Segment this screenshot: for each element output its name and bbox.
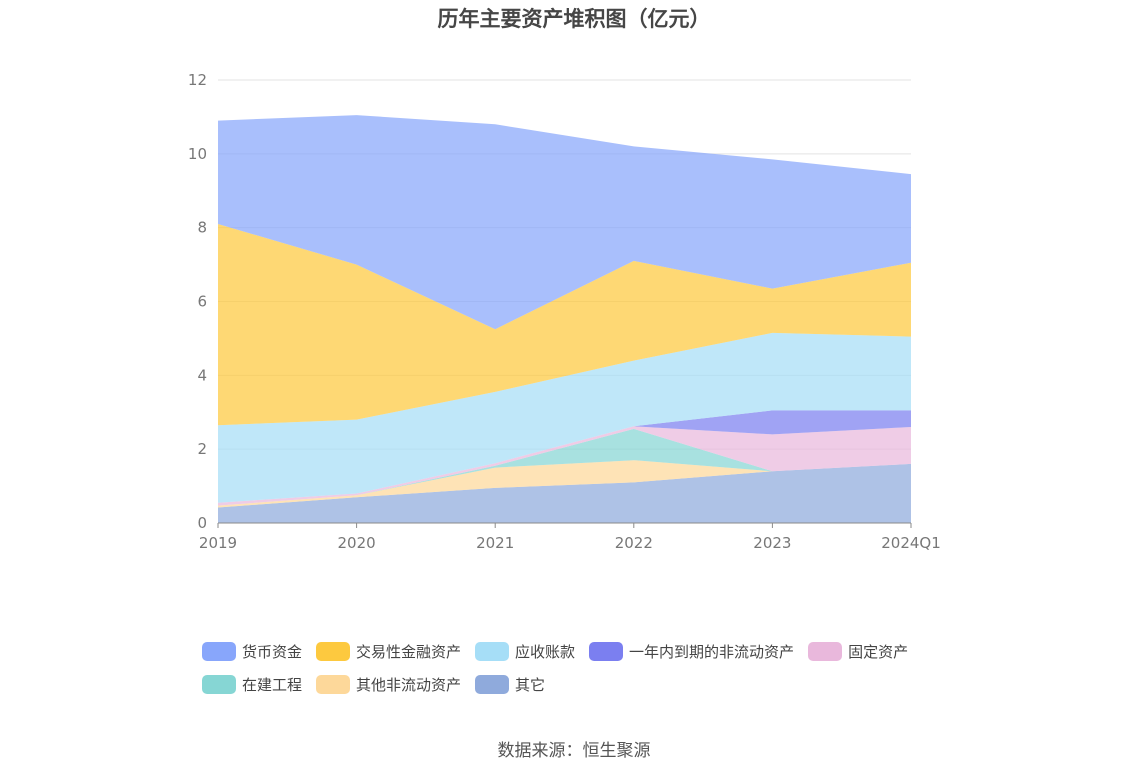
legend-label: 其它 <box>515 675 546 694</box>
legend-swatch <box>808 641 843 661</box>
legend-label: 应收账款 <box>515 642 576 661</box>
x-tick-label: 2020 <box>338 534 376 552</box>
area-series <box>218 115 911 330</box>
x-tick-label: 2023 <box>753 534 791 552</box>
legend-label: 货币资金 <box>242 642 303 661</box>
y-tick-label: 8 <box>197 219 207 237</box>
x-tick-label: 2021 <box>476 534 514 552</box>
area-series <box>218 460 911 508</box>
y-tick-label: 6 <box>197 293 207 311</box>
area-series <box>218 410 911 503</box>
stacked-area-chart: 0 2 4 6 8 10 12 2019 2020 2021 2022 2023 2024Q1 <box>188 71 941 552</box>
x-tick-label: 2022 <box>615 534 653 552</box>
legend-item[interactable]: 在建工程 <box>202 674 302 695</box>
legend-swatch <box>475 674 510 694</box>
legend-label: 一年内到期的非流动资产 <box>629 642 795 661</box>
legend-item[interactable]: 货币资金 <box>202 641 302 662</box>
area-series <box>218 463 911 523</box>
legend-swatch <box>202 674 236 694</box>
area-series <box>218 224 911 426</box>
area-series <box>218 332 911 503</box>
legend-row-2: 在建工程 其他非流动资产 其它 <box>202 673 982 695</box>
legend-label: 其他非流动资产 <box>356 675 462 694</box>
legend-swatch <box>475 641 510 661</box>
chart-title: 历年主要资产堆积图（亿元） <box>437 7 711 31</box>
legend-swatch <box>589 641 624 661</box>
y-tick-label: 10 <box>188 145 207 163</box>
y-tick-label: 2 <box>197 440 207 458</box>
legend-label: 在建工程 <box>242 675 303 694</box>
legend-item[interactable]: 其它 <box>475 674 545 695</box>
legend-swatch <box>316 674 351 694</box>
y-tick-label: 4 <box>197 366 207 384</box>
legend-item[interactable]: 应收账款 <box>475 641 575 662</box>
y-tick-label: 0 <box>197 514 207 532</box>
legend-label: 交易性金融资产 <box>356 642 462 661</box>
legend-swatch <box>316 641 351 661</box>
legend-item[interactable]: 其他非流动资产 <box>316 674 461 695</box>
area-series <box>218 426 911 506</box>
legend-item[interactable]: 固定资产 <box>808 641 908 662</box>
legend-label: 固定资产 <box>848 642 909 661</box>
data-source: 数据来源：恒生聚源 <box>497 741 651 761</box>
y-tick-label: 12 <box>188 71 207 89</box>
legend-row-1: 货币资金 交易性金融资产 应收账款 一年内到期的非流动资产 固定资产 <box>202 640 982 662</box>
legend-item[interactable]: 交易性金融资产 <box>316 641 461 662</box>
x-tick-label: 2024Q1 <box>881 534 941 552</box>
chart-legend: 货币资金 交易性金融资产 应收账款 一年内到期的非流动资产 固定资产 在建工程 其他非流动… <box>202 640 982 706</box>
x-tick-label: 2019 <box>199 534 237 552</box>
legend-item[interactable]: 一年内到期的非流动资产 <box>589 641 794 662</box>
legend-swatch <box>202 641 236 661</box>
